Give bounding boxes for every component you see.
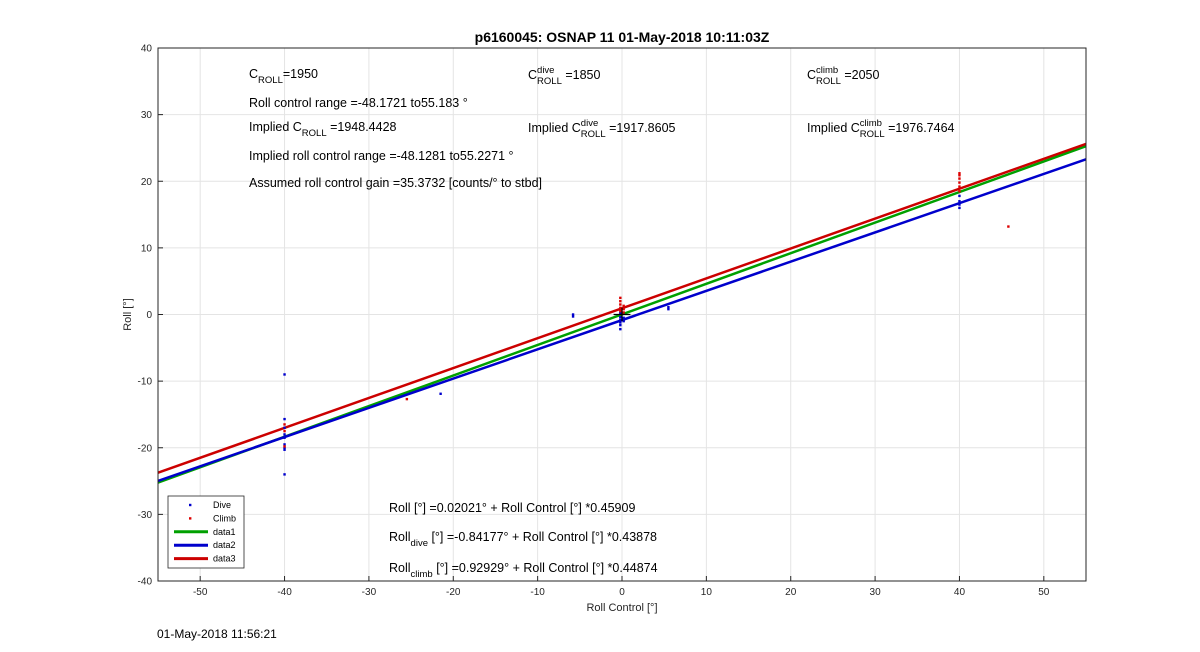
point-dive bbox=[619, 321, 622, 324]
point-climb bbox=[405, 397, 409, 401]
point-dive bbox=[958, 203, 961, 206]
c-roll-dive-label: Cdive ROLL =1850 bbox=[528, 65, 600, 87]
legend-label-data2: data2 bbox=[213, 540, 236, 550]
point-climb bbox=[619, 306, 622, 310]
point-dive bbox=[283, 446, 286, 449]
point-climb bbox=[619, 299, 622, 303]
x-tick-label: 10 bbox=[701, 587, 713, 598]
y-tick-label: 40 bbox=[141, 44, 153, 55]
point-climb bbox=[619, 303, 622, 306]
c-roll-climb-label: Cclimb ROLL =2050 bbox=[807, 65, 879, 87]
gain-label: Assumed roll control gain =35.3732 [coun… bbox=[249, 176, 542, 190]
x-tick-label: 30 bbox=[870, 587, 882, 598]
implied-c-roll-climb-label: Implied Cclimb ROLL =1976.7464 bbox=[807, 118, 955, 140]
point-dive bbox=[667, 307, 670, 311]
implied-range-label: Implied roll control range =-48.1281 to5… bbox=[249, 149, 514, 163]
point-dive bbox=[958, 194, 961, 198]
point-climb bbox=[958, 181, 961, 184]
y-tick-label: -10 bbox=[138, 377, 153, 388]
point-dive bbox=[622, 319, 625, 323]
equation-dive: Rolldive [°] =-0.84177° + Roll Control [… bbox=[389, 530, 657, 549]
y-tick-label: 30 bbox=[141, 110, 153, 121]
point-dive bbox=[571, 313, 575, 316]
equation-climb: Rollclimb [°] =0.92929° + Roll Control [… bbox=[389, 561, 658, 580]
y-tick-label: -30 bbox=[138, 510, 153, 521]
point-dive bbox=[667, 305, 670, 309]
x-tick-label: -30 bbox=[362, 587, 377, 598]
legend-label-climb: Climb bbox=[213, 513, 236, 523]
legend-label-data3: data3 bbox=[213, 554, 236, 564]
implied-c-roll-label: Implied CROLL =1948.4428 bbox=[249, 120, 397, 139]
legend-label-data1: data1 bbox=[213, 527, 236, 537]
point-climb bbox=[283, 445, 286, 448]
point-climb bbox=[958, 172, 961, 175]
point-dive bbox=[283, 373, 286, 376]
roll-range-label: Roll control range =-48.1721 to55.183 ° bbox=[249, 96, 468, 110]
x-tick-label: -40 bbox=[277, 587, 292, 598]
y-tick-label: -20 bbox=[138, 443, 153, 454]
point-dive bbox=[283, 443, 286, 446]
point-dive bbox=[283, 417, 286, 421]
point-dive bbox=[283, 448, 286, 451]
equation-all: Roll [°] =0.02021° + Roll Control [°] *0… bbox=[389, 501, 635, 515]
point-dive bbox=[619, 315, 622, 319]
y-tick-label: 10 bbox=[141, 243, 153, 254]
implied-c-roll-dive-label: Implied Cdive ROLL =1917.8605 bbox=[528, 118, 676, 140]
chart-title: p6160045: OSNAP 11 01-May-2018 10:11:03Z bbox=[475, 29, 770, 45]
footer-timestamp: 01-May-2018 11:56:21 bbox=[157, 627, 277, 641]
legend: Dive Climb data1 data2 data3 bbox=[167, 495, 245, 569]
point-climb bbox=[619, 296, 622, 300]
x-tick-label: -20 bbox=[446, 587, 461, 598]
point-dive bbox=[622, 316, 625, 320]
point-climb bbox=[283, 423, 286, 426]
y-tick-label: 20 bbox=[141, 177, 153, 188]
legend-marker-dive bbox=[189, 503, 192, 507]
point-climb bbox=[1007, 225, 1010, 228]
x-tick-label: 20 bbox=[785, 587, 797, 598]
point-dive bbox=[619, 318, 622, 322]
point-dive bbox=[619, 323, 622, 327]
x-tick-label: -10 bbox=[530, 587, 545, 598]
point-climb bbox=[958, 190, 961, 193]
legend-label-dive: Dive bbox=[213, 500, 231, 510]
x-tick-label: 40 bbox=[954, 587, 966, 598]
c-roll-label: CROLL=1950 bbox=[249, 67, 318, 86]
y-tick-label: -40 bbox=[138, 577, 153, 588]
axes-box bbox=[157, 47, 1087, 582]
point-climb bbox=[622, 307, 625, 311]
point-climb bbox=[958, 185, 961, 188]
point-dive bbox=[619, 311, 622, 315]
point-dive bbox=[283, 473, 286, 476]
point-climb bbox=[619, 309, 622, 313]
point-dive bbox=[283, 426, 286, 429]
x-tick-label: 50 bbox=[1038, 587, 1050, 598]
point-dive bbox=[283, 436, 286, 439]
point-dive bbox=[958, 200, 961, 203]
point-climb bbox=[283, 429, 286, 433]
point-dive bbox=[439, 392, 442, 395]
point-climb bbox=[958, 174, 961, 177]
point-climb bbox=[622, 311, 625, 314]
x-tick-label: -50 bbox=[193, 587, 208, 598]
point-dive bbox=[619, 327, 622, 331]
point-climb bbox=[622, 304, 625, 308]
legend-marker-climb bbox=[189, 517, 192, 520]
y-tick-label: 0 bbox=[146, 310, 152, 321]
point-climb bbox=[958, 177, 961, 180]
y-axis-label: Roll [°] bbox=[122, 298, 134, 331]
x-axis-label: Roll Control [°] bbox=[586, 602, 657, 614]
point-dive bbox=[571, 315, 575, 318]
x-tick-label: 0 bbox=[619, 587, 625, 598]
point-dive bbox=[283, 433, 286, 436]
point-dive bbox=[958, 206, 961, 210]
